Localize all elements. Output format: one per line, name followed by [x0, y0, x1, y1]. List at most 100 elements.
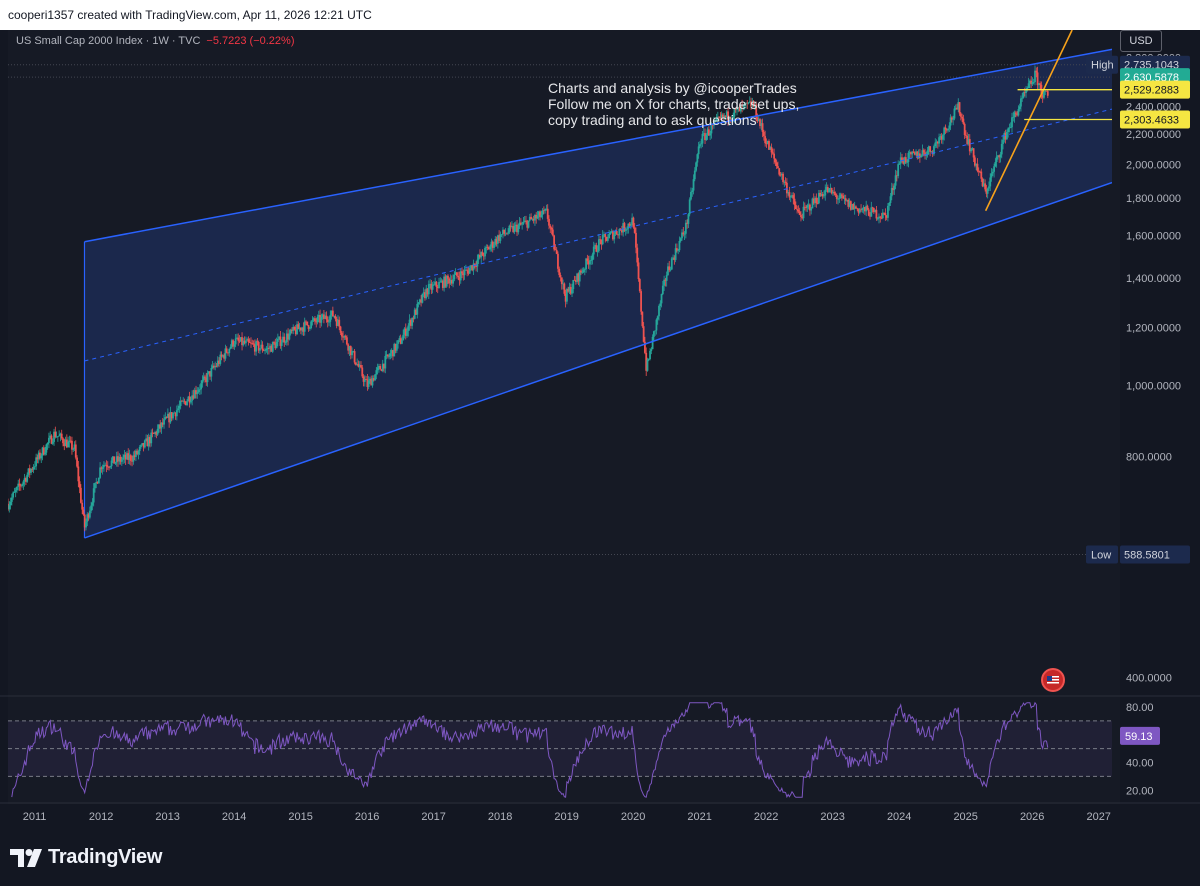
- candle-body: [448, 278, 451, 284]
- candle-body: [742, 105, 745, 107]
- candle-body: [582, 269, 585, 273]
- candle-body: [851, 204, 854, 210]
- candle-body: [94, 482, 96, 489]
- us-flag-icon[interactable]: [1043, 670, 1063, 690]
- candle-body: [670, 258, 673, 270]
- candle-body: [256, 341, 259, 343]
- candle-body: [352, 351, 355, 352]
- candle-body: [131, 460, 133, 462]
- candle-body: [963, 123, 966, 135]
- candle-body: [507, 232, 509, 234]
- rsi-value-badge: [1120, 726, 1160, 745]
- candle-body: [461, 271, 463, 274]
- candle-body: [806, 205, 809, 208]
- time-tick-label: 2017: [421, 811, 445, 823]
- currency-button[interactable]: USD: [1120, 30, 1162, 52]
- candle-body: [31, 468, 34, 470]
- candle-body: [371, 378, 374, 386]
- candle-body: [508, 225, 511, 233]
- candle-body: [821, 194, 824, 197]
- candle-body: [516, 224, 518, 233]
- candle-body: [755, 104, 758, 118]
- price-tick-label: 400.0000: [1126, 673, 1172, 685]
- candle-body: [707, 129, 710, 136]
- candle-body: [65, 439, 68, 448]
- candle-body: [291, 329, 293, 331]
- candle-body: [519, 222, 522, 225]
- candle-body: [276, 338, 279, 342]
- candle-body: [824, 189, 827, 196]
- candle-body: [587, 261, 590, 265]
- candle-body: [266, 347, 269, 350]
- candle-body: [136, 450, 139, 455]
- candle-body: [354, 362, 357, 365]
- candle-body: [684, 222, 687, 234]
- candle-body: [1041, 95, 1044, 98]
- price-chart[interactable]: 2,800.00002,600.00002,400.00002,200.0000…: [0, 0, 1200, 828]
- candle-body: [807, 204, 810, 206]
- candle-body: [1018, 106, 1021, 110]
- candle-body: [232, 340, 234, 347]
- candle-body: [255, 341, 258, 352]
- candle-body: [262, 350, 265, 352]
- candle-body: [745, 102, 747, 104]
- candle-body: [567, 289, 570, 292]
- time-tick-label: 2021: [687, 811, 711, 823]
- candle-body: [1034, 70, 1036, 83]
- candle-body: [514, 224, 517, 226]
- candle-body: [629, 225, 632, 227]
- candle-body: [33, 466, 36, 468]
- candle-body: [120, 459, 123, 462]
- candle-body: [623, 223, 626, 231]
- candle-body: [966, 135, 969, 144]
- candle-body: [399, 338, 402, 344]
- time-tick-label: 2025: [953, 811, 977, 823]
- candle-body: [614, 231, 617, 235]
- candle-body: [145, 438, 148, 441]
- channel-median-line: [84, 108, 1112, 362]
- candle-body: [551, 229, 554, 236]
- candle-body: [595, 245, 598, 252]
- candle-body: [733, 108, 736, 117]
- candle-body: [967, 139, 970, 144]
- candle-body: [701, 133, 704, 144]
- candle-body: [747, 102, 750, 104]
- candle-body: [215, 365, 218, 367]
- candle-body: [757, 119, 760, 122]
- candle-body: [36, 457, 39, 460]
- candle-body: [193, 390, 196, 399]
- rsi-axis: 80.00 40.00 20.00 59.13: [1120, 702, 1160, 797]
- candle-body: [550, 227, 553, 230]
- candle-body: [953, 108, 956, 119]
- price-tick-label: 800.0000: [1126, 452, 1172, 464]
- candle-body: [408, 319, 411, 326]
- footer: [0, 828, 1200, 886]
- attribution-text: cooperi1357 created with TradingView.com…: [8, 8, 372, 22]
- candle-body: [234, 338, 237, 345]
- time-tick-label: 2014: [222, 811, 246, 823]
- candle-body: [1027, 83, 1030, 89]
- candle-body: [198, 389, 201, 391]
- candle-body: [849, 201, 852, 210]
- candle-body: [252, 343, 255, 345]
- price-tick-label: 1,600.0000: [1126, 231, 1181, 243]
- candle-body: [191, 395, 194, 401]
- candle-body: [973, 157, 976, 166]
- candle-body: [401, 340, 403, 344]
- candle-body: [833, 191, 836, 194]
- candle-body: [183, 400, 186, 402]
- candle-body: [743, 103, 746, 106]
- candle-body: [511, 226, 513, 227]
- candle-body: [450, 280, 453, 284]
- candle-body: [880, 217, 883, 219]
- candle-body: [319, 315, 321, 323]
- candle-body: [206, 373, 209, 383]
- candle-body: [719, 116, 722, 118]
- candle-body: [596, 250, 599, 252]
- candle-body: [610, 231, 613, 233]
- tradingview-logo[interactable]: TradingView: [10, 846, 162, 869]
- candle-body: [837, 198, 839, 200]
- candle-body: [816, 203, 819, 204]
- candle-body: [965, 134, 967, 136]
- candle-body: [796, 209, 799, 210]
